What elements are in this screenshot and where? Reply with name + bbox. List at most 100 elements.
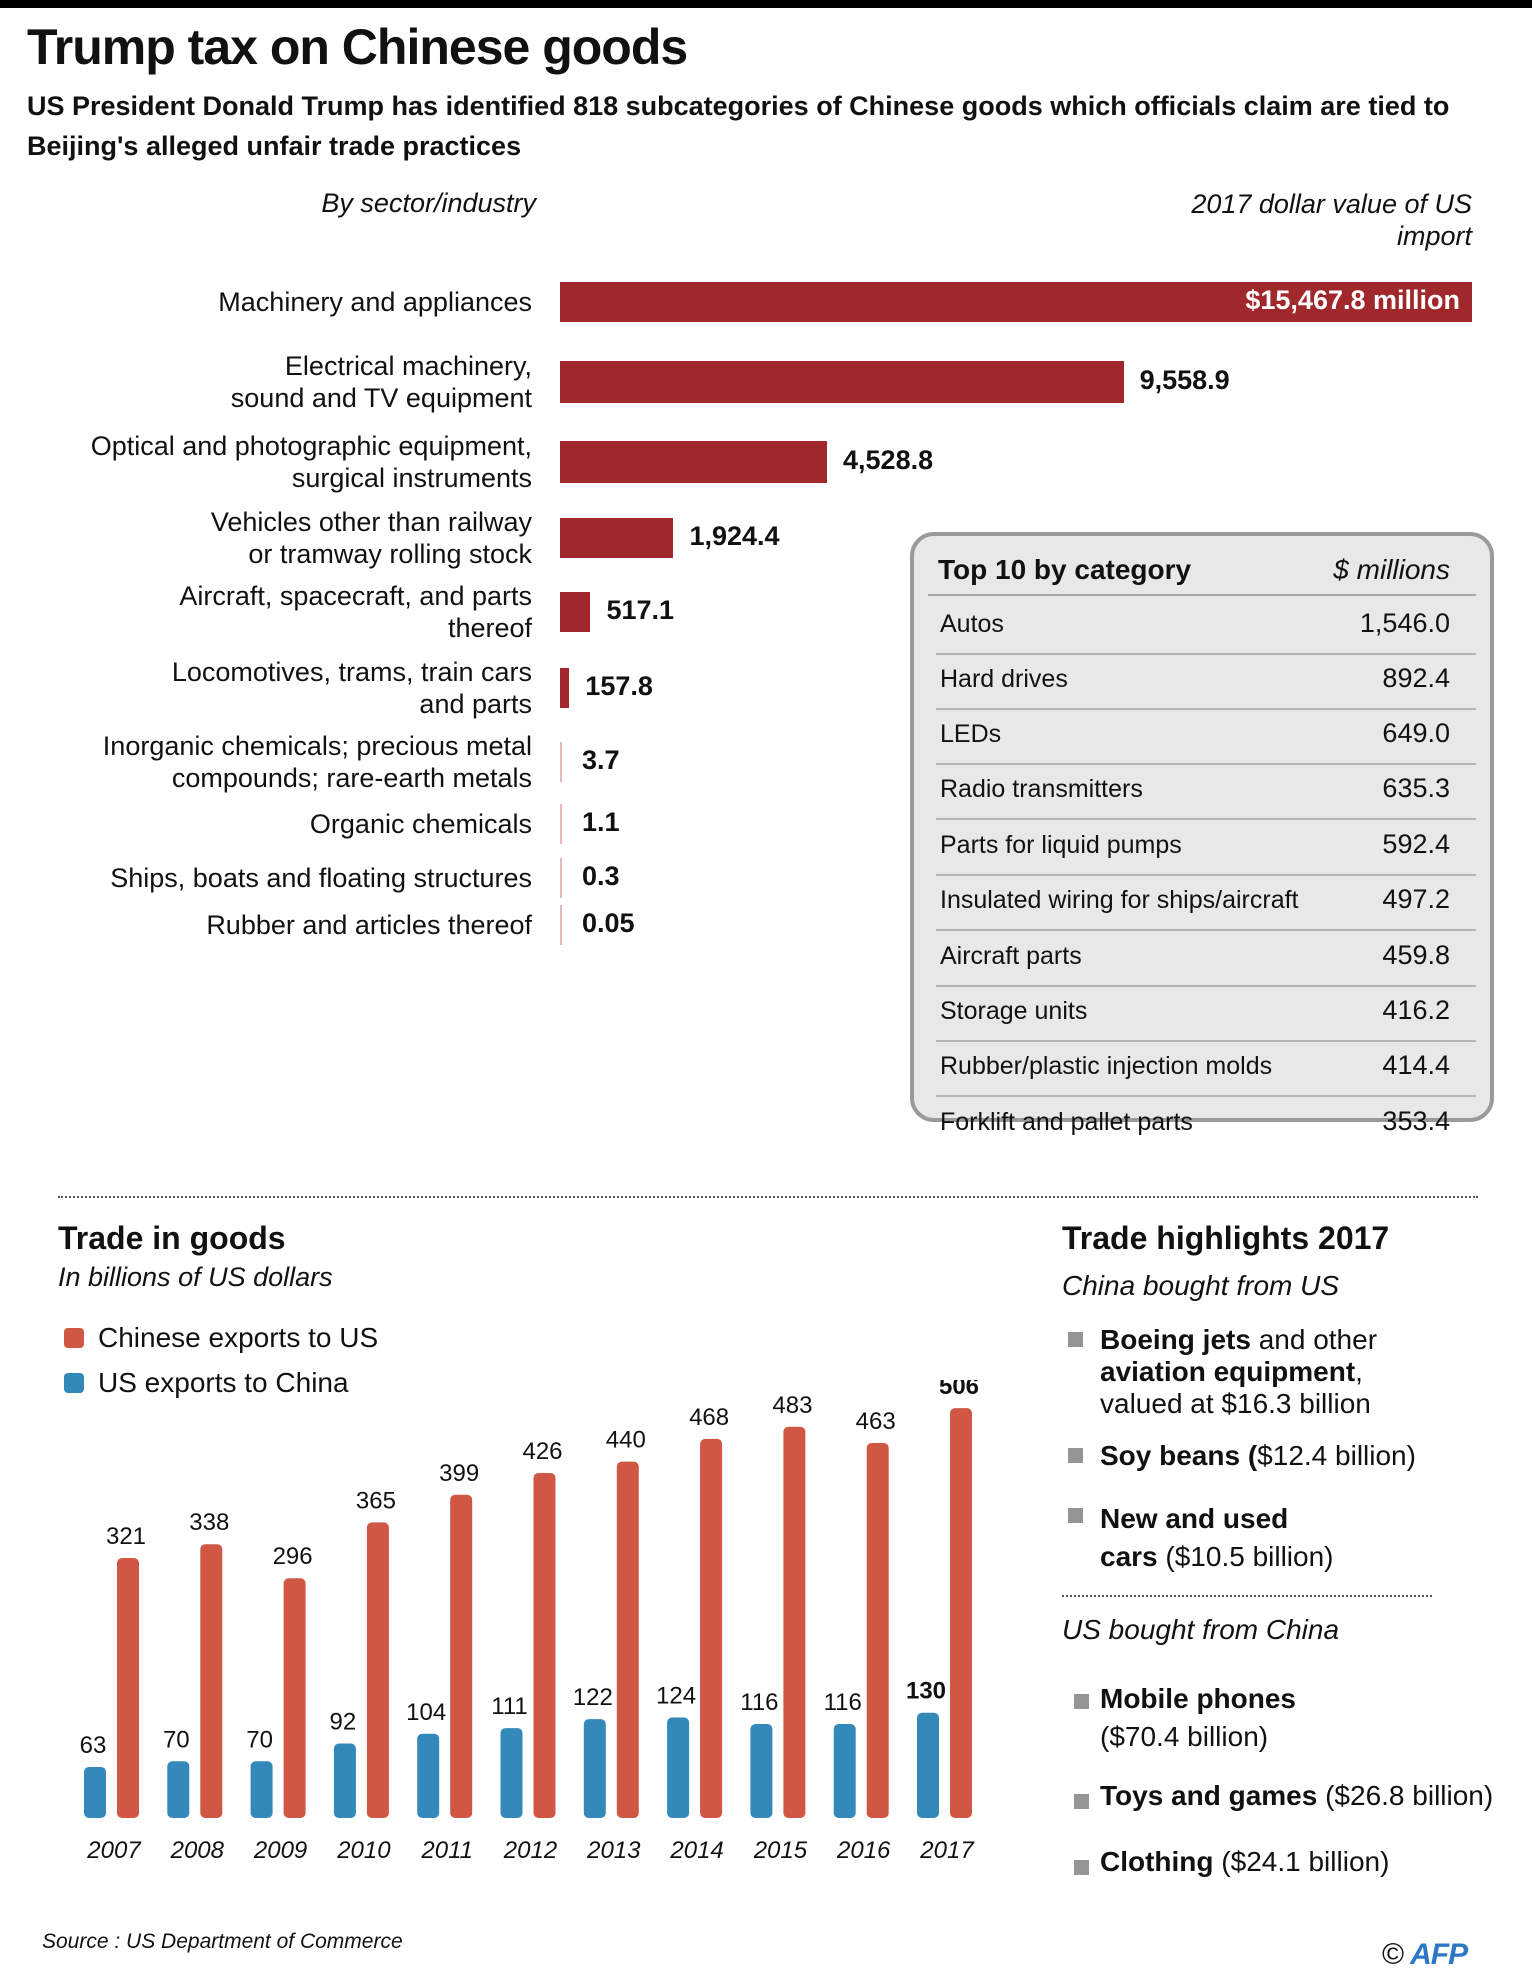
bullet-icon	[1068, 1508, 1083, 1523]
table-cell-value: 414.4	[1382, 1050, 1450, 1080]
sector-bar	[560, 361, 1124, 403]
legend-label: Chinese exports to US	[98, 1322, 379, 1353]
sector-label-line: Rubber and articles thereof	[206, 910, 532, 940]
us-exports-bar	[833, 1724, 856, 1818]
us-exports-bar	[667, 1717, 690, 1818]
chinese-exports-bar	[117, 1557, 139, 1818]
bar-value-label: 122	[573, 1684, 613, 1711]
sector-value-label: 0.3	[582, 861, 620, 891]
bar-value-label: 92	[330, 1708, 357, 1735]
highlight-bold: New and used cars	[1100, 1503, 1289, 1572]
us-exports-bar	[583, 1719, 606, 1818]
sector-bar	[560, 441, 828, 483]
copyright-symbol: ©	[1382, 1938, 1405, 1971]
highlight-text: and other	[1250, 1324, 1378, 1355]
bar-value-label: 483	[772, 1392, 812, 1419]
sector-label-line: thereof	[447, 613, 532, 643]
sector-label: Machinery and appliances	[10, 286, 532, 318]
us-exports-bar	[917, 1712, 939, 1818]
chinese-exports-bar	[366, 1522, 389, 1818]
table-cell-value: 592.4	[1382, 829, 1450, 859]
sector-label-line: sound and TV equipment	[230, 383, 532, 413]
highlight-text: ($70.4 billion)	[1100, 1721, 1269, 1752]
sector-label-line: Optical and photographic equipment,	[90, 431, 532, 461]
sector-label: Optical and photographic equipment, surgi…	[10, 430, 532, 494]
trade-chart-subtitle: In billions of US dollars	[58, 1262, 333, 1292]
bullet-icon	[1068, 1332, 1083, 1347]
highlights-title: Trade highlights 2017	[1062, 1220, 1390, 1256]
year-tick-label: 2007	[86, 1837, 142, 1864]
table-cell-category: Parts for liquid pumps	[940, 831, 1182, 859]
sector-label: Rubber and articles thereof	[10, 909, 532, 941]
sector-bar	[560, 858, 562, 898]
table-row: LEDs 649.0	[936, 708, 1476, 765]
year-tick-label: 2016	[836, 1837, 891, 1864]
us-exports-bar	[500, 1728, 523, 1818]
sector-bar	[560, 742, 562, 782]
highlight-bold: aviation equipment	[1100, 1356, 1356, 1387]
bar-value-label: 111	[491, 1693, 527, 1720]
trade-chart-title: Trade in goods	[58, 1220, 286, 1256]
legend-swatch-red	[64, 1328, 84, 1348]
page-subtitle: US President Donald Trump has identified…	[27, 91, 1450, 161]
sector-value-label: 1,924.4	[689, 521, 780, 551]
table-cell-category: Storage units	[940, 997, 1088, 1025]
table-cell-value: 1,546.0	[1359, 608, 1450, 638]
sector-label: Organic chemicals	[10, 808, 532, 840]
us-exports-bar	[417, 1733, 440, 1818]
china-bought-label: China bought from US	[1062, 1270, 1340, 1301]
table-cell-category: Insulated wiring for ships/aircraft	[940, 886, 1299, 914]
bar-value-label: 463	[856, 1408, 896, 1435]
sector-label-line: Aircraft, spacecraft, and parts	[179, 581, 532, 611]
highlight-text: ($10.5 billion)	[1157, 1541, 1334, 1572]
sector-label-line: and parts	[419, 689, 532, 719]
top10-table: Top 10 by category $ millions Autos 1,546…	[910, 532, 1494, 1136]
table-cell-value: 416.2	[1382, 995, 1450, 1025]
section-divider	[58, 1196, 1478, 1198]
table-row: Storage units 416.2	[936, 985, 1476, 1042]
year-tick-label: 2010	[336, 1837, 391, 1864]
us-exports-bar	[250, 1761, 273, 1818]
year-tick-label: 2013	[586, 1837, 641, 1864]
chinese-exports-bar	[533, 1472, 556, 1818]
year-tick-label: 2014	[669, 1837, 723, 1864]
table-cell-category: LEDs	[940, 720, 1002, 748]
legend-swatch-blue	[64, 1373, 84, 1393]
table-row: Parts for liquid pumps 592.4	[936, 819, 1476, 876]
value-column-header: 2017 dollar value of US import	[1191, 189, 1472, 251]
table-cell-value: 459.8	[1382, 940, 1450, 970]
top-rule	[0, 0, 1532, 8]
table-cell-category: Rubber/plastic injection molds	[940, 1052, 1273, 1080]
highlight-bold: Mobile phones	[1100, 1683, 1296, 1714]
bar-value-label: 365	[356, 1487, 396, 1514]
table-cell-value: 892.4	[1382, 663, 1450, 693]
table-cell-category: Hard drives	[940, 665, 1068, 693]
sector-label: Locomotives, trams, train cars and parts	[10, 656, 532, 720]
bar-value-label: 399	[439, 1460, 479, 1487]
table-cell-category: Forklift and pallet parts	[940, 1108, 1193, 1136]
sector-label-line: surgical instruments	[291, 463, 532, 493]
bar-value-label: 104	[406, 1699, 446, 1726]
chinese-exports-bar	[700, 1438, 723, 1818]
sector-label-line: Locomotives, trams, train cars	[171, 657, 532, 687]
sector-bar	[560, 668, 570, 708]
year-tick-label: 2012	[503, 1837, 557, 1864]
chinese-exports-bar	[950, 1408, 972, 1818]
sector-bar	[560, 804, 562, 844]
legend-us-exports: US exports to China	[64, 1367, 349, 1399]
top10-header: Top 10 by category $ millions	[928, 550, 1476, 596]
table-cell-value: 497.2	[1382, 884, 1450, 914]
copyright: © AFP	[1382, 1938, 1468, 1972]
sector-value-label: 0.05	[582, 908, 635, 938]
table-cell-category: Radio transmitters	[940, 775, 1143, 803]
bar-value-label: 468	[689, 1404, 729, 1431]
highlight-bold: Clothing	[1100, 1846, 1214, 1877]
sector-value-label: 4,528.8	[843, 445, 934, 475]
year-tick-label: 2017	[919, 1837, 975, 1864]
table-cell-value: 649.0	[1382, 718, 1450, 748]
sector-value-label: 3.7	[582, 745, 620, 775]
highlights-divider	[1062, 1595, 1432, 1597]
table-cell-value: 635.3	[1382, 773, 1450, 803]
chinese-exports-bar	[450, 1494, 473, 1818]
bar-value-label: 296	[273, 1543, 313, 1570]
